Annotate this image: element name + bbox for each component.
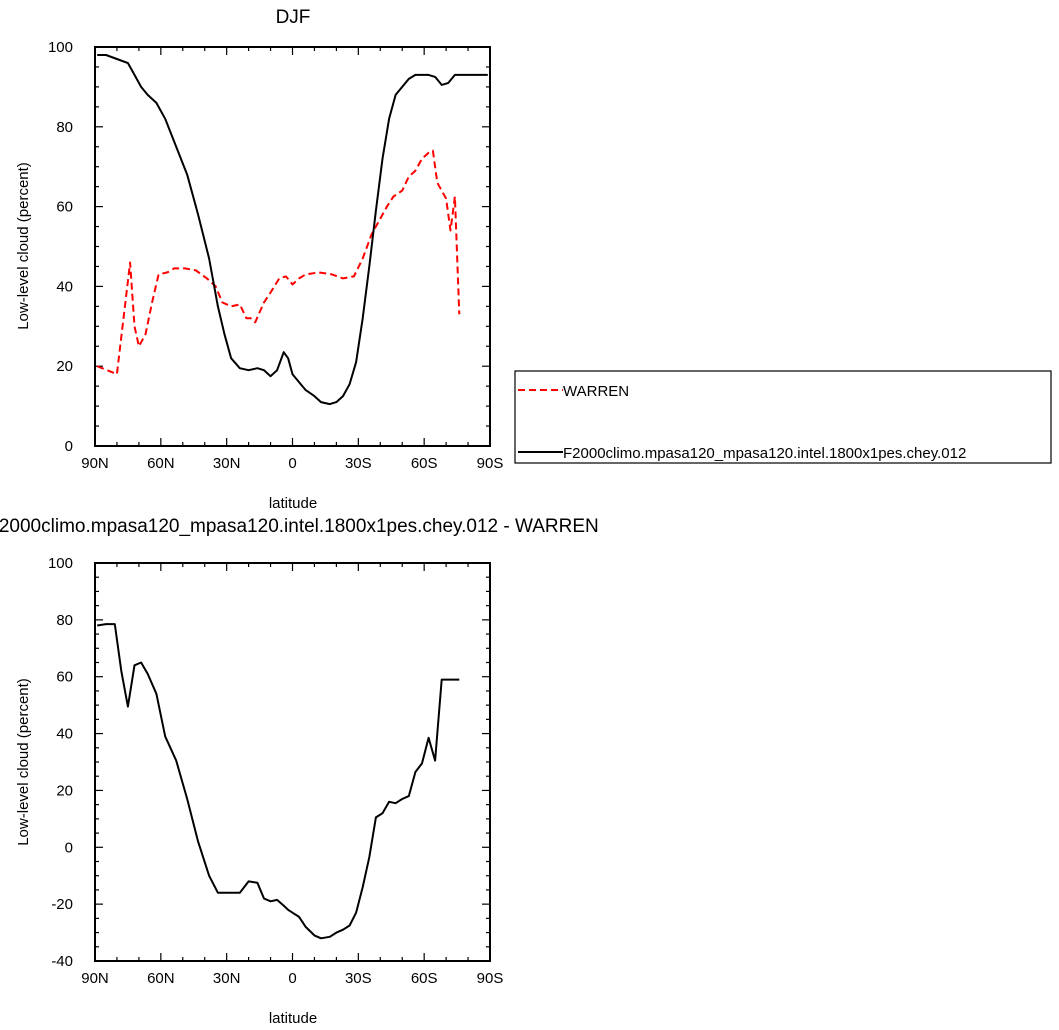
panel0-y-tick-label: 20 <box>56 358 73 375</box>
panel0-series-0-line <box>96 149 461 376</box>
panel1-x-tick-label: 60N <box>147 970 175 987</box>
panel1-y-tick-label: -20 <box>51 896 73 913</box>
panel1-y-tick-label: 0 <box>65 839 73 856</box>
bottom-x-axis-label: latitude <box>269 1010 317 1027</box>
bottom-panel: F2000climo.mpasa120_mpasa120.intel.1800x… <box>0 516 599 1027</box>
panel1-x-tick-label: 60S <box>411 970 438 987</box>
panel1-y-tick-label: 40 <box>56 726 73 743</box>
panel0-x-tick-label: 90N <box>81 455 109 472</box>
panel0-y-tick-label: 60 <box>56 199 73 216</box>
bottom-y-axis-label: Low-level cloud (percent) <box>15 678 32 846</box>
panel0-y-tick-label: 100 <box>48 39 73 56</box>
panel1-y-tick-label: -40 <box>51 953 73 970</box>
top-x-axis-label: latitude <box>269 495 317 512</box>
panel0-x-tick-label: 30S <box>345 455 372 472</box>
panel0-x-tick-label: 60S <box>411 455 438 472</box>
panel0-x-tick-label: 0 <box>288 455 296 472</box>
panel1-x-tick-label: 0 <box>288 970 296 987</box>
panel1-y-tick-label: 80 <box>56 612 73 629</box>
top-y-axis-label: Low-level cloud (percent) <box>15 162 32 330</box>
legend: WARREN F2000climo.mpasa120_mpasa120.inte… <box>514 370 1052 464</box>
panel0-y-tick-label: 80 <box>56 119 73 136</box>
top-panel-title: DJF <box>276 7 311 28</box>
panel1-y-tick-label: 20 <box>56 782 73 799</box>
panel0-x-tick-label: 60N <box>147 455 175 472</box>
panel0-series-1-line <box>97 54 488 406</box>
panel1-y-tick-label: 60 <box>56 669 73 686</box>
panel1-x-tick-label: 30N <box>213 970 241 987</box>
legend-warren-label: WARREN <box>563 383 629 400</box>
panel1-x-tick-label: 90N <box>81 970 109 987</box>
panel1-x-tick-label: 30S <box>345 970 372 987</box>
top-panel: DJF 90N 60N 30N 0 30S 60S 90S 0 20 40 60 80 100 lati… <box>15 7 1052 512</box>
top-plot-frame <box>94 46 491 447</box>
bottom-plot-frame <box>94 562 491 962</box>
panel1-x-tick-label: 90S <box>477 970 504 987</box>
legend-model-label: F2000climo.mpasa120_mpasa120.intel.1800x… <box>563 445 966 462</box>
panel0-y-tick-label: 40 <box>56 278 73 295</box>
panel1-series-0-line <box>97 623 460 940</box>
panel1-y-tick-label: 100 <box>48 555 73 572</box>
panel0-y-tick-label: 0 <box>65 438 73 455</box>
panel0-x-tick-label: 90S <box>477 455 504 472</box>
panel0-x-tick-label: 30N <box>213 455 241 472</box>
legend-box <box>514 370 1052 464</box>
bottom-panel-title: F2000climo.mpasa120_mpasa120.intel.1800x… <box>0 516 599 537</box>
